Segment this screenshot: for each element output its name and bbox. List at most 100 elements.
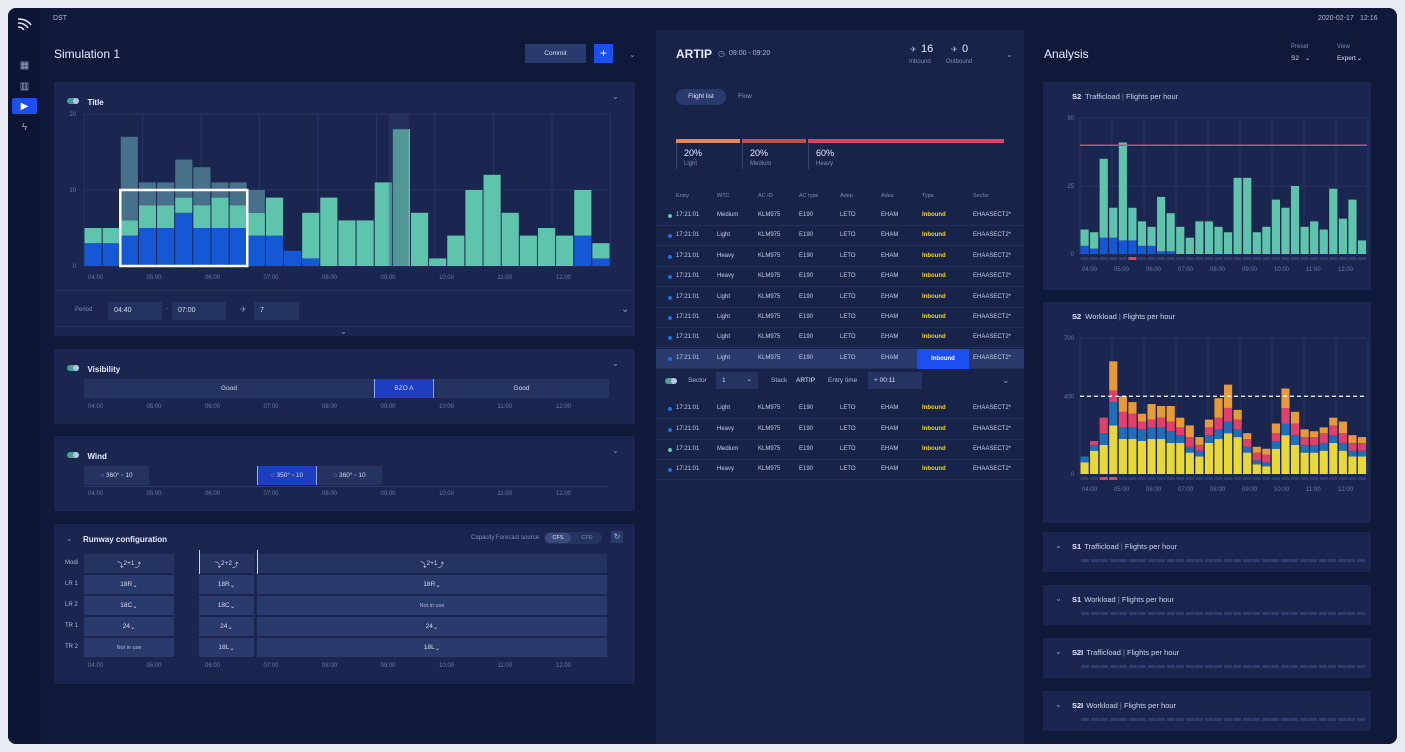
table-row[interactable]: 17:21:01 Light KLM975 E190 LETO EHAM Inbound EH… — [656, 226, 1024, 247]
refresh-icon[interactable]: ↻ — [611, 531, 623, 543]
wind-segment-selected[interactable]: ◌ 350° ◦ 10 — [257, 466, 317, 485]
timeline-marker — [1214, 665, 1222, 668]
play-icon[interactable]: ▶ — [12, 98, 37, 114]
expand-icon[interactable]: ⌄ — [340, 327, 347, 336]
chevron-down-icon[interactable]: ⌄ — [1055, 647, 1062, 656]
period-from-input[interactable]: 04:40 — [108, 302, 162, 320]
chevron-down-icon[interactable]: ⌄ — [1055, 700, 1062, 709]
table-cell-actype: E190 — [799, 232, 814, 239]
wind-segment[interactable]: ◌ 360° ◦ 10 — [84, 466, 149, 485]
timeline-marker — [1195, 559, 1203, 562]
chevron-down-icon[interactable]: ⌄ — [621, 304, 630, 315]
count-input[interactable]: 7 — [254, 302, 299, 320]
table-cell-sector: EHAASECT2* — [973, 405, 1012, 412]
runway-cell[interactable]: Not in use — [257, 596, 607, 615]
timeline-marker — [1347, 612, 1355, 615]
timeline-marker — [1280, 612, 1289, 615]
bar-segment — [1214, 398, 1223, 418]
split-handle[interactable] — [257, 550, 258, 574]
chevron-down-icon[interactable]: ⌄ — [612, 446, 619, 455]
table-row[interactable]: 17:21:01 Heavy KLM975 E190 LETO EHAM Inbound EH… — [656, 460, 1024, 481]
tab-flow[interactable]: Flow — [738, 93, 752, 100]
runway-cell[interactable]: 18R ⌄ — [84, 575, 174, 594]
time-tick: 06:00 — [205, 491, 221, 497]
runway-cell[interactable]: 18R ⌄ — [199, 575, 254, 594]
table-row[interactable]: 17:21:01 Heavy KLM975 E190 LETO EHAM Inbound EH… — [656, 420, 1024, 440]
chevron-down-icon[interactable]: ⌄ — [1002, 375, 1010, 386]
entry-time-input[interactable]: + 00:11 — [868, 372, 922, 390]
bar-segment — [1166, 431, 1175, 443]
edit-toggle[interactable] — [665, 378, 677, 385]
preset-select[interactable]: S2 ⌄ — [1291, 54, 1310, 62]
bar-segment — [1137, 421, 1147, 430]
bar-segment — [1166, 251, 1175, 254]
bar-segment — [102, 243, 120, 266]
timeline-marker — [1128, 612, 1137, 615]
chevron-down-icon[interactable]: ⌄ — [1055, 594, 1062, 603]
visibility-segment-selected[interactable]: BZO A — [374, 379, 434, 398]
selection-box[interactable] — [119, 188, 249, 268]
visibility-toggle[interactable] — [67, 364, 79, 371]
table-row[interactable]: 17:21:01 Medium KLM975 E190 LETO EHAM Inbound E… — [656, 440, 1024, 460]
chevron-down-icon[interactable]: ⌄ — [66, 534, 73, 543]
bar-segment — [1281, 423, 1290, 436]
chevron-down-icon[interactable]: ⌄ — [612, 92, 619, 101]
table-row[interactable]: 17:21:01 Light KLM975 E190 LETO EHAM Inbound EH… — [656, 328, 1024, 349]
time-tick: 09:00 — [380, 663, 396, 669]
table-row[interactable]: 17:21:01 Heavy KLM975 E190 LETO EHAM Inbound EH… — [656, 247, 1024, 267]
runway-cell[interactable]: 18R ⌄ — [257, 575, 607, 594]
bar-segment — [1118, 439, 1127, 474]
chevron-down-icon[interactable]: ⌄ — [629, 50, 636, 59]
source-cfs-button[interactable]: CFS — [545, 533, 571, 543]
runway-cell[interactable]: 18C ⌄ — [84, 596, 174, 615]
collapsed-chart-panel[interactable]: ⌄ S2I Workload | Flights per hour — [1043, 691, 1371, 731]
runway-cell[interactable]: ⤵ 2+1 ⤴ — [257, 554, 607, 573]
runway-cell[interactable]: Not in use — [84, 638, 174, 657]
runway-cell[interactable]: 24 ⌄ — [257, 617, 607, 636]
bar-segment — [1233, 409, 1242, 420]
runway-cell[interactable]: 18C ⌄ — [199, 596, 254, 615]
timeline-marker — [1318, 612, 1327, 615]
title-toggle[interactable] — [67, 97, 79, 104]
table-row[interactable]: 17:21:01 Light KLM975 E190 LETO EHAM Inbound EH… — [656, 399, 1024, 420]
visibility-segment[interactable]: Good — [434, 379, 609, 398]
sector-select[interactable]: 1 ⌄ — [716, 372, 758, 390]
runway-cell[interactable]: 18L ⌄ — [257, 638, 607, 657]
split-handle[interactable] — [199, 550, 200, 574]
bolt-icon[interactable]: ϟ — [21, 121, 28, 133]
runway-cell[interactable]: 24 ⌄ — [84, 617, 174, 636]
runway-cell[interactable]: ⤵ 2+1 ⤴ — [84, 554, 174, 573]
bar-chart-icon[interactable]: ▥ — [19, 80, 30, 92]
x-tick: 12:00 — [1338, 267, 1354, 273]
timeline-marker — [1090, 718, 1099, 721]
runway-cell[interactable]: 18L ⌄ — [199, 638, 254, 657]
chevron-down-icon[interactable]: ⌄ — [1055, 541, 1062, 550]
table-row[interactable]: 17:21:01 Light KLM975 E190 LETO EHAM Inbound EH… — [656, 288, 1024, 308]
wind-toggle[interactable] — [67, 451, 79, 458]
chevron-down-icon[interactable]: ⌄ — [612, 359, 619, 368]
table-row[interactable]: 17:21:01 Heavy KLM975 E190 LETO EHAM Inbound EH… — [656, 267, 1024, 288]
table-row[interactable]: 17:21:01 Medium KLM975 E190 LETO EHAM Inbound E… — [656, 206, 1024, 226]
collapsed-chart-panel[interactable]: ⌄ S2I Trafficload | Flights per hour — [1043, 638, 1371, 678]
layout-icon[interactable]: ▦ — [19, 59, 30, 71]
wind-segment[interactable]: ◌ 360° ◦ 10 — [317, 466, 382, 485]
app-short-name: DST — [53, 15, 67, 22]
source-cfd-button[interactable]: CFD — [581, 535, 593, 541]
collapsed-chart-panel[interactable]: ⌄ S1 Workload | Flights per hour — [1043, 585, 1371, 625]
table-row[interactable]: 17:21:01 Light KLM975 E190 LETO EHAM Inbound EH… — [656, 348, 1024, 369]
commit-button[interactable]: Commit — [525, 44, 586, 63]
view-select[interactable]: Expert⌄ — [1337, 54, 1362, 62]
timeline-marker — [1337, 612, 1346, 615]
visibility-segment[interactable]: Good — [84, 379, 374, 398]
bar-segment — [1099, 444, 1108, 474]
wind-direction: 360° — [339, 472, 353, 479]
add-button[interactable]: + — [594, 44, 613, 63]
table-row[interactable]: 17:21:01 Light KLM975 E190 LETO EHAM Inbound EH… — [656, 308, 1024, 328]
runway-cell[interactable]: ⤵ 2+2 ⤴ — [199, 554, 254, 573]
table-cell-type: Inbound — [922, 446, 946, 452]
runway-cell[interactable]: 24 ⌄ — [199, 617, 254, 636]
collapsed-chart-panel[interactable]: ⌄ S1 Trafficload | Flights per hour — [1043, 532, 1371, 572]
period-to-input[interactable]: 07:00 — [172, 302, 226, 320]
chevron-down-icon[interactable]: ⌄ — [1006, 50, 1013, 59]
tab-flight-list[interactable]: Flight list — [676, 89, 726, 105]
